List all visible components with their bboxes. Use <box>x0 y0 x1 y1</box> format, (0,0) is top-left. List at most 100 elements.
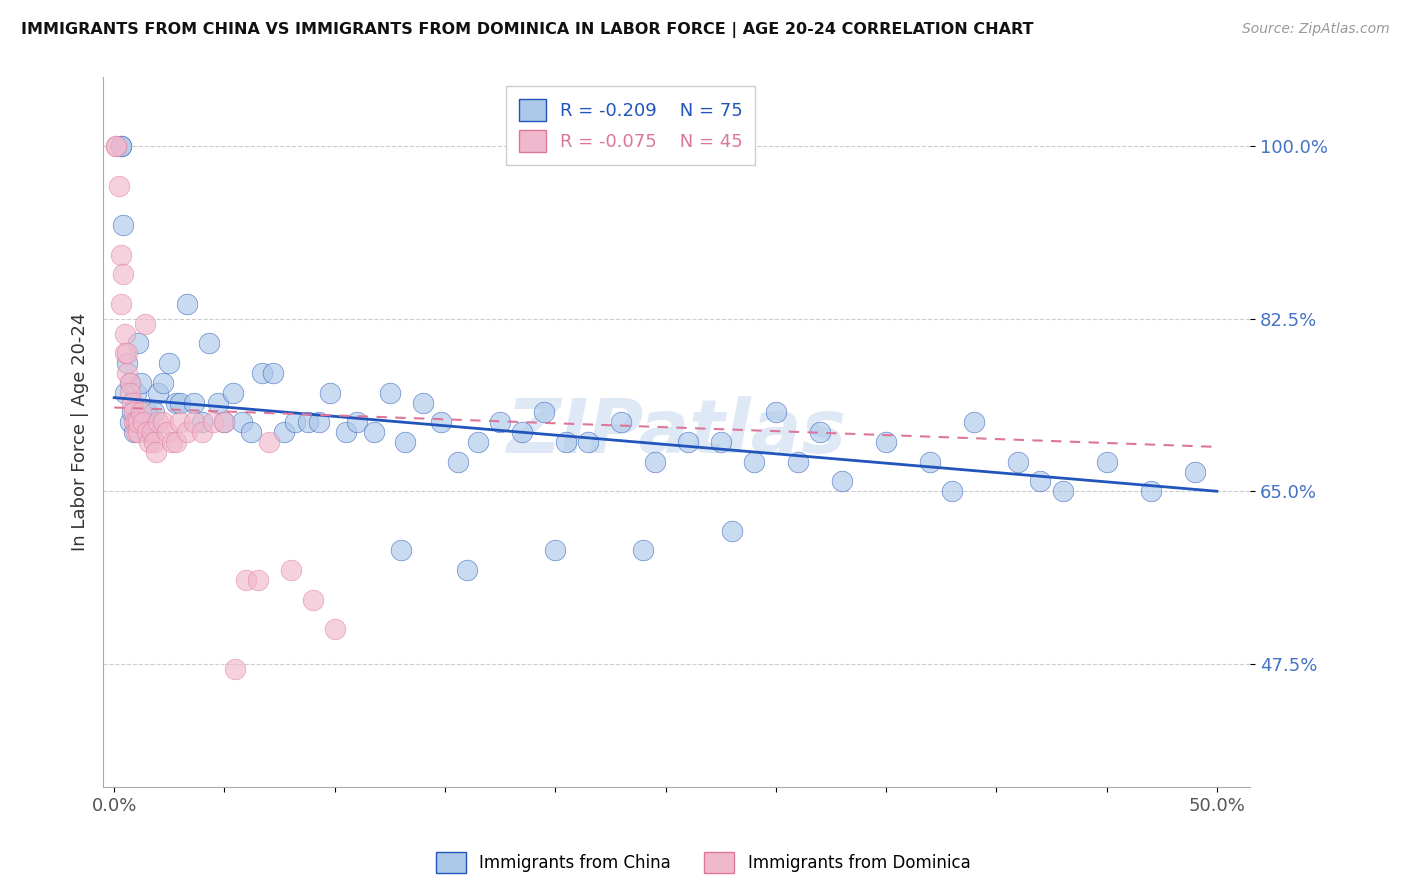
Legend: R = -0.209    N = 75, R = -0.075    N = 45: R = -0.209 N = 75, R = -0.075 N = 45 <box>506 87 755 165</box>
Point <box>114 346 136 360</box>
Point <box>447 455 470 469</box>
Point <box>127 425 149 439</box>
Point <box>134 317 156 331</box>
Point <box>1139 484 1161 499</box>
Point <box>224 662 246 676</box>
Point <box>576 435 599 450</box>
Point <box>429 415 451 429</box>
Point <box>510 425 533 439</box>
Point <box>111 268 134 282</box>
Point <box>136 405 159 419</box>
Point <box>191 415 214 429</box>
Point <box>284 415 307 429</box>
Point <box>141 425 163 439</box>
Point <box>117 366 139 380</box>
Point <box>165 395 187 409</box>
Point <box>250 366 273 380</box>
Point <box>127 415 149 429</box>
Point <box>160 435 183 450</box>
Point <box>122 415 145 429</box>
Point <box>319 385 342 400</box>
Point <box>544 543 567 558</box>
Point <box>394 435 416 450</box>
Point <box>489 415 512 429</box>
Point <box>132 415 155 429</box>
Point <box>117 346 139 360</box>
Point <box>808 425 831 439</box>
Point <box>132 415 155 429</box>
Point <box>148 415 170 429</box>
Point <box>183 395 205 409</box>
Point <box>1029 475 1052 489</box>
Point <box>1184 465 1206 479</box>
Point <box>117 356 139 370</box>
Point <box>765 405 787 419</box>
Point <box>875 435 897 450</box>
Point <box>169 395 191 409</box>
Point <box>308 415 330 429</box>
Point <box>114 326 136 341</box>
Point <box>125 425 148 439</box>
Point <box>214 415 236 429</box>
Point <box>122 425 145 439</box>
Point <box>239 425 262 439</box>
Point <box>273 425 295 439</box>
Point <box>145 445 167 459</box>
Point <box>207 395 229 409</box>
Point <box>412 395 434 409</box>
Point <box>165 435 187 450</box>
Point <box>235 573 257 587</box>
Point <box>129 405 152 419</box>
Point <box>110 139 132 153</box>
Point <box>378 385 401 400</box>
Point <box>262 366 284 380</box>
Point <box>118 385 141 400</box>
Point <box>1052 484 1074 499</box>
Point <box>301 592 323 607</box>
Point <box>127 336 149 351</box>
Point <box>720 524 742 538</box>
Point <box>169 415 191 429</box>
Point <box>1007 455 1029 469</box>
Point <box>389 543 412 558</box>
Point <box>231 415 253 429</box>
Point <box>323 622 346 636</box>
Point <box>191 425 214 439</box>
Point <box>222 385 245 400</box>
Point <box>676 435 699 450</box>
Point <box>644 455 666 469</box>
Point <box>280 563 302 577</box>
Point <box>122 405 145 419</box>
Point <box>1095 455 1118 469</box>
Point <box>467 435 489 450</box>
Point <box>118 376 141 390</box>
Point <box>118 376 141 390</box>
Point <box>152 415 174 429</box>
Point <box>198 336 221 351</box>
Point <box>105 139 128 153</box>
Point <box>121 405 143 419</box>
Point <box>111 219 134 233</box>
Point <box>920 455 942 469</box>
Point <box>142 405 165 419</box>
Point <box>214 415 236 429</box>
Point <box>110 139 132 153</box>
Point <box>786 455 808 469</box>
Point <box>148 385 170 400</box>
Point <box>110 248 132 262</box>
Point <box>335 425 357 439</box>
Point <box>183 415 205 429</box>
Point <box>297 415 319 429</box>
Text: ZIPatlas: ZIPatlas <box>506 396 846 468</box>
Legend: Immigrants from China, Immigrants from Dominica: Immigrants from China, Immigrants from D… <box>429 846 977 880</box>
Point <box>257 435 280 450</box>
Point <box>246 573 269 587</box>
Text: IMMIGRANTS FROM CHINA VS IMMIGRANTS FROM DOMINICA IN LABOR FORCE | AGE 20-24 COR: IMMIGRANTS FROM CHINA VS IMMIGRANTS FROM… <box>21 22 1033 38</box>
Point <box>742 455 765 469</box>
Point <box>125 385 148 400</box>
Point <box>633 543 655 558</box>
Point <box>138 425 160 439</box>
Point <box>125 415 148 429</box>
Point <box>710 435 733 450</box>
Point <box>963 415 986 429</box>
